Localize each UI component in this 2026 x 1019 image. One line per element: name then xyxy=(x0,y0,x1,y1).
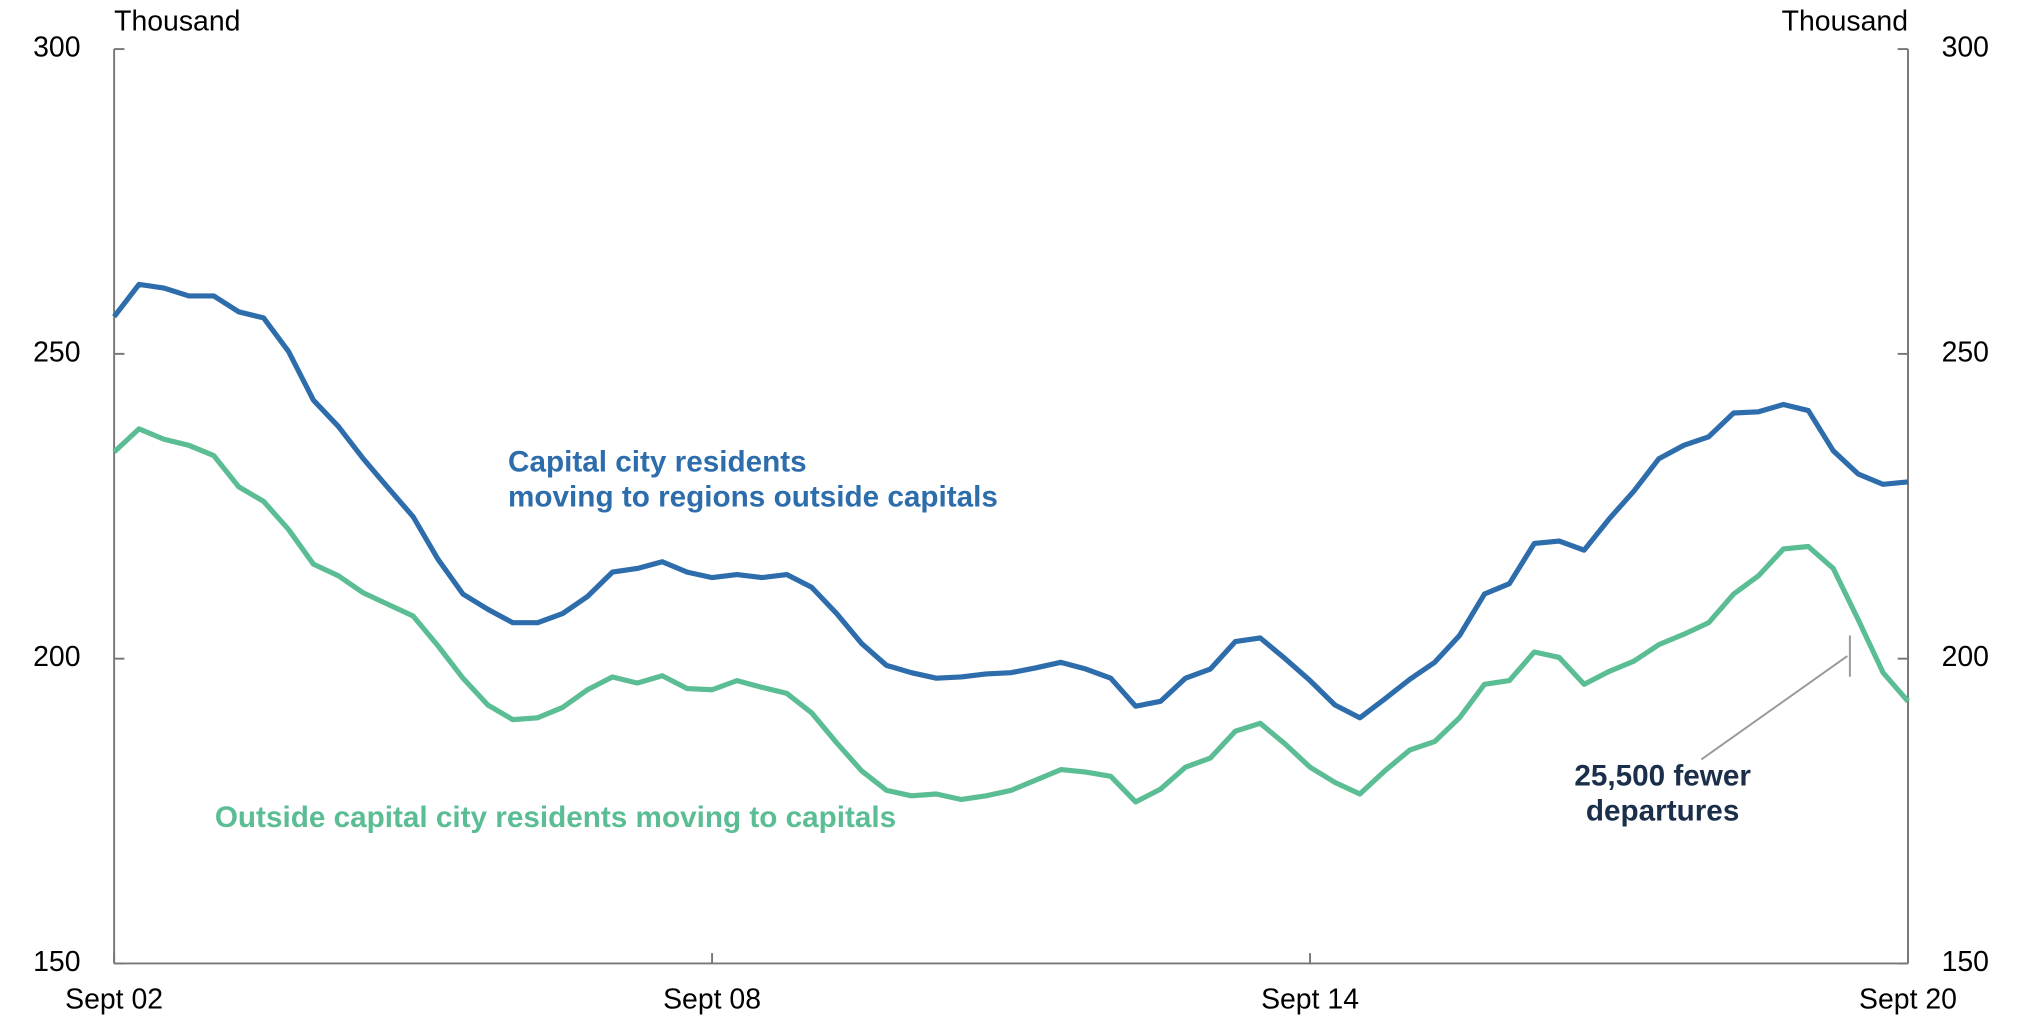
annotation-line: departures xyxy=(1586,794,1739,827)
y2-tick-label: 200 xyxy=(1942,641,1989,673)
x-tick-label: Sept 20 xyxy=(1859,983,1957,1015)
y2-tick-label: 150 xyxy=(1942,946,1989,978)
series_label: Capital city residents moving to regions … xyxy=(508,445,998,513)
series_label-line: Outside capital city residents moving to… xyxy=(215,801,896,834)
callout-line xyxy=(1700,655,1848,761)
series-line xyxy=(112,426,1910,805)
y-unit-left: Thousand xyxy=(114,6,240,38)
y-unit-right: Thousand xyxy=(1782,6,1908,38)
annotation-line: 25,500 fewer xyxy=(1574,759,1751,792)
y2-tick-label: 250 xyxy=(1942,336,1989,368)
y-tick-label: 200 xyxy=(33,641,80,673)
series-line xyxy=(112,281,1909,721)
series_label-line: Capital city residents xyxy=(508,445,807,478)
y-tick-label: 300 xyxy=(33,32,80,64)
y-tick-label: 150 xyxy=(33,946,80,978)
series_label-line: moving to regions outside capitals xyxy=(508,480,998,513)
x-tick-label: Sept 08 xyxy=(663,983,761,1015)
annotation: 25,500 fewer departures xyxy=(1574,759,1751,827)
y2-tick-label: 300 xyxy=(1942,32,1989,64)
x-tick-label: Sept 14 xyxy=(1261,983,1359,1015)
y-tick-label: 250 xyxy=(33,336,80,368)
x-tick-label: Sept 02 xyxy=(65,983,163,1015)
series_label: Outside capital city residents moving to… xyxy=(215,801,896,834)
